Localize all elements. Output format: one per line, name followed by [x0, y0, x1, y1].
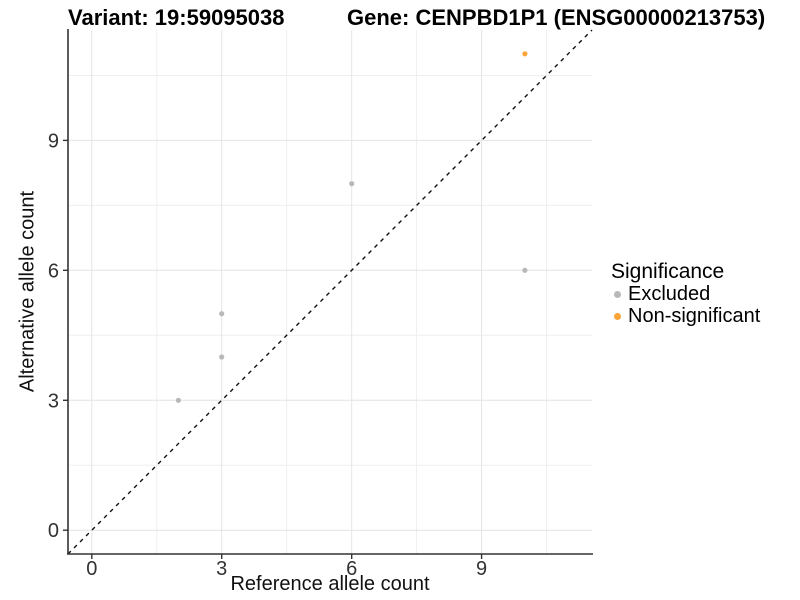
svg-text:6: 6 [48, 260, 59, 282]
y-axis-title: Alternative allele count [16, 190, 39, 393]
legend: Significance Excluded Non-significant [611, 260, 760, 327]
svg-text:3: 3 [216, 558, 227, 580]
excluded-dot-icon [614, 290, 621, 298]
variant-title: Variant: 19:59095038 [68, 5, 285, 30]
point-excluded [219, 311, 225, 317]
svg-text:3: 3 [48, 390, 59, 412]
point-excluded [175, 397, 181, 403]
minor-gridlines [68, 30, 592, 554]
legend-item-excluded: Excluded [611, 283, 760, 305]
point-excluded [522, 267, 528, 273]
x-axis-title: Reference allele count [230, 573, 430, 595]
svg-text:0: 0 [48, 520, 59, 542]
svg-text:6: 6 [346, 558, 357, 580]
svg-text:0: 0 [86, 558, 97, 580]
y-tick-labels: 0 3 6 9 [48, 130, 59, 542]
gene-title: Gene: CENPBD1P1 (ENSG00000213753) [347, 5, 766, 30]
legend-item-label: Non-significant [628, 304, 761, 327]
non-significant-dot-icon [614, 312, 621, 320]
legend-title: Significance [611, 260, 725, 283]
major-gridlines [68, 30, 592, 554]
point-excluded [219, 354, 225, 360]
identity-line [67, 29, 593, 555]
x-tick-labels: 0 3 6 9 [86, 558, 487, 580]
legend-item-label: Excluded [628, 282, 711, 305]
svg-text:9: 9 [48, 130, 59, 152]
svg-text:9: 9 [476, 558, 487, 580]
point-non-significant [522, 51, 528, 57]
legend-item-non-significant: Non-significant [611, 305, 760, 327]
tick-marks [63, 139, 483, 559]
data-points [175, 51, 528, 403]
point-excluded [349, 181, 355, 187]
